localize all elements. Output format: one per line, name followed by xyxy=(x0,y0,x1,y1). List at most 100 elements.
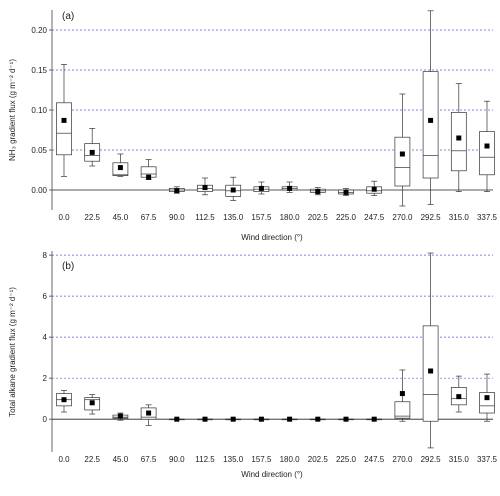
mean-marker xyxy=(371,186,377,192)
y-tick-label: 8 xyxy=(43,251,48,260)
mean-marker xyxy=(89,400,95,406)
mean-marker xyxy=(202,185,208,191)
box-90.0 xyxy=(168,186,185,194)
mean-marker xyxy=(202,416,208,422)
panel-b-label: (b) xyxy=(62,261,74,272)
x-tick-label: 270.0 xyxy=(392,455,413,464)
mean-marker xyxy=(146,174,152,180)
mean-marker xyxy=(146,410,152,416)
panel-a: 0.00 0.05 0.10 0.15 0.20 0.0 22.5 45.0 67.5 90.0… xyxy=(8,10,498,242)
x-tick-label: 270.0 xyxy=(392,213,413,222)
box-45.0 xyxy=(112,153,129,177)
y-tick-label: 6 xyxy=(43,292,48,301)
iqr-box xyxy=(422,325,439,422)
panel-b-gridlines xyxy=(52,254,493,379)
x-tick-label: 45.0 xyxy=(113,213,129,222)
mean-marker xyxy=(258,185,264,191)
iqr-box xyxy=(450,112,467,172)
x-tick-label: 247.5 xyxy=(364,455,385,464)
box-0.0 xyxy=(56,390,72,413)
mean-marker xyxy=(230,416,236,422)
box-135.0 xyxy=(225,176,242,201)
x-tick-label: 135.0 xyxy=(223,455,244,464)
box-337.5 xyxy=(479,373,495,422)
mean-marker xyxy=(343,416,349,422)
panel-b-ylabel: Total alkane gradient flux (g m⁻² d⁻¹) xyxy=(8,287,17,417)
x-tick-label: 157.5 xyxy=(251,213,272,222)
mean-marker xyxy=(174,416,180,422)
x-tick-label: 22.5 xyxy=(84,213,100,222)
box-135.0 xyxy=(225,416,242,422)
mean-marker xyxy=(428,117,434,123)
x-tick-label: 202.5 xyxy=(308,213,329,222)
box-90.0 xyxy=(168,416,185,422)
box-202.5 xyxy=(309,187,326,196)
box-112.5 xyxy=(197,177,213,196)
x-tick-label: 90.0 xyxy=(169,213,185,222)
box-315.0 xyxy=(450,83,467,192)
iqr-box xyxy=(479,131,495,176)
panel-a-x-ticks: 0.0 22.5 45.0 67.5 90.0 112.5 135.0 157.5 180.0 2… xyxy=(58,213,497,222)
box-45.0 xyxy=(112,412,129,421)
y-tick-label: 0 xyxy=(43,415,48,424)
x-tick-label: 202.5 xyxy=(308,455,329,464)
box-315.0 xyxy=(450,375,467,413)
panel-b-boxes xyxy=(56,252,495,449)
panel-a-boxes xyxy=(56,10,495,207)
mean-marker xyxy=(315,189,321,195)
mean-marker xyxy=(258,416,264,422)
mean-marker xyxy=(287,185,293,191)
box-337.5 xyxy=(479,100,495,192)
box-67.5 xyxy=(140,159,157,180)
x-tick-label: 22.5 xyxy=(84,455,100,464)
y-tick-label: 0.00 xyxy=(31,186,47,195)
box-270.0 xyxy=(394,369,411,422)
box-112.5 xyxy=(197,416,213,422)
box-67.5 xyxy=(140,404,157,426)
mean-marker xyxy=(399,391,405,397)
x-tick-label: 180.0 xyxy=(280,455,301,464)
mean-marker xyxy=(89,149,95,155)
panel-a-y-ticks: 0.00 0.05 0.10 0.15 0.20 xyxy=(31,26,52,195)
x-tick-label: 292.5 xyxy=(421,455,442,464)
box-247.5 xyxy=(366,180,383,196)
iqr-box xyxy=(394,401,411,419)
mean-marker xyxy=(399,151,405,157)
x-tick-label: 180.0 xyxy=(280,213,301,222)
mean-marker xyxy=(117,165,123,171)
panel-b: 0 2 4 6 8 0.0 22.5 45.0 67.5 90.0 112.5 135.0 157.5… xyxy=(8,251,498,479)
iqr-box xyxy=(479,392,495,414)
x-tick-label: 112.5 xyxy=(195,213,215,222)
y-tick-label: 0.15 xyxy=(31,66,47,75)
mean-marker xyxy=(117,413,123,419)
x-tick-label: 0.0 xyxy=(58,213,70,222)
iqr-box xyxy=(422,71,439,179)
box-22.5 xyxy=(84,128,101,167)
x-tick-label: 337.5 xyxy=(477,455,498,464)
x-tick-label: 45.0 xyxy=(113,455,129,464)
x-tick-label: 225.0 xyxy=(336,213,357,222)
x-tick-label: 0.0 xyxy=(58,455,70,464)
x-tick-label: 135.0 xyxy=(223,213,244,222)
mean-marker xyxy=(287,416,293,422)
y-tick-label: 2 xyxy=(43,374,48,383)
box-247.5 xyxy=(366,416,383,422)
x-tick-label: 112.5 xyxy=(195,455,215,464)
x-tick-label: 292.5 xyxy=(421,213,442,222)
mean-marker xyxy=(230,187,236,193)
iqr-box xyxy=(56,102,72,156)
box-225.0 xyxy=(338,188,354,196)
mean-marker xyxy=(484,143,490,149)
mean-marker xyxy=(456,394,462,400)
x-tick-label: 90.0 xyxy=(169,455,185,464)
mean-marker xyxy=(371,416,377,422)
x-tick-label: 337.5 xyxy=(477,213,498,222)
x-tick-label: 315.0 xyxy=(449,455,470,464)
panel-a-ylabel: NH₃ gradient flux (g m⁻² d⁻¹) xyxy=(8,59,17,161)
x-tick-label: 247.5 xyxy=(364,213,385,222)
box-180.0 xyxy=(281,181,298,193)
y-tick-label: 0.05 xyxy=(31,146,47,155)
mean-marker xyxy=(484,395,490,401)
box-292.5 xyxy=(422,252,439,449)
panel-a-xlabel: Wind direction (°) xyxy=(241,233,303,242)
